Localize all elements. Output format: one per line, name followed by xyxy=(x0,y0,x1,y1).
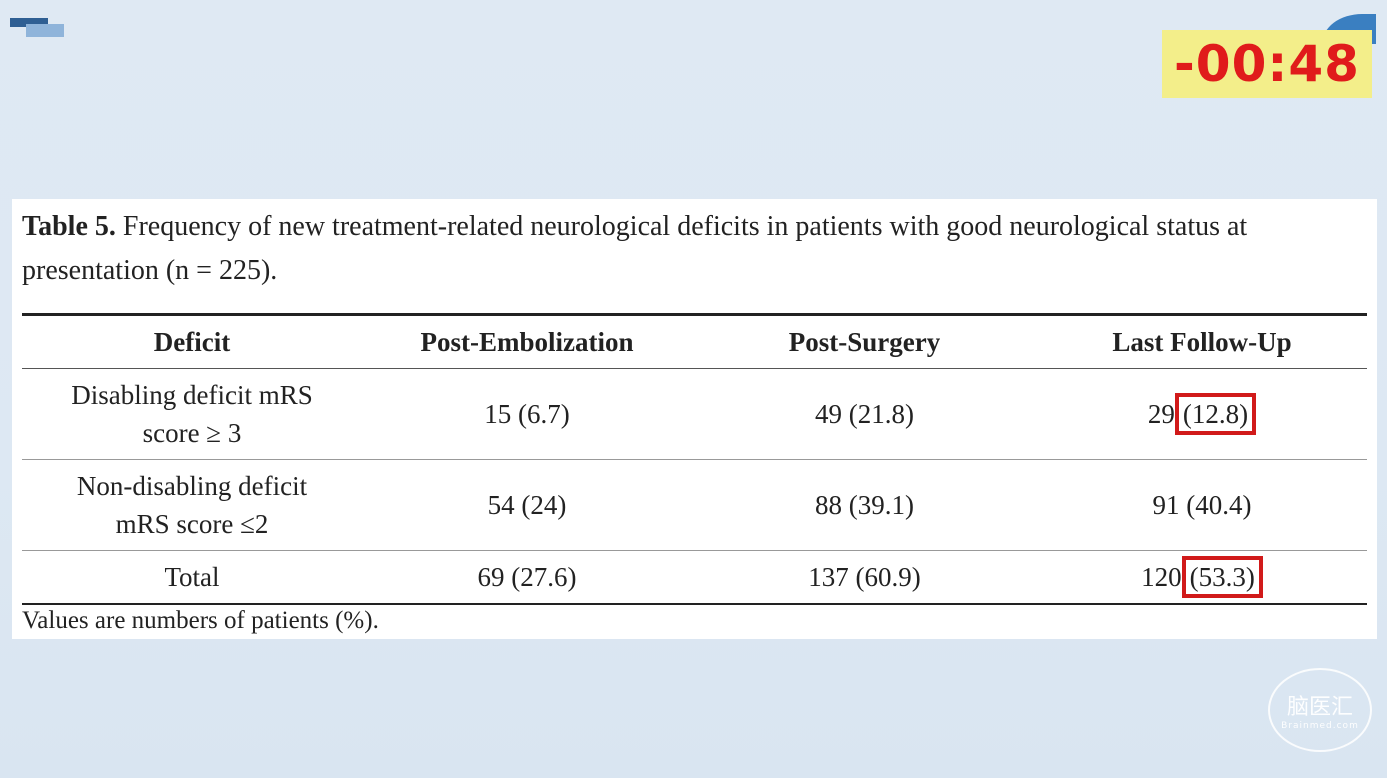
table-footnote: Values are numbers of patients (%). xyxy=(22,607,379,634)
deficit-line1: Disabling deficit mRS xyxy=(71,380,313,410)
cell-last-follow-up: 91 (40.4) xyxy=(1037,460,1367,551)
cell-last-follow-up: 120 (53.3) xyxy=(1037,551,1367,605)
logo-bar-light xyxy=(26,24,64,37)
watermark-subtext: Brainmed.com xyxy=(1281,721,1359,731)
table-row: Non-disabling deficit mRS score ≤2 54 (2… xyxy=(22,460,1367,551)
cell-post-embolization: 69 (27.6) xyxy=(477,562,577,592)
deficit-line1: Non-disabling deficit xyxy=(76,471,308,501)
last-pct: (40.4) xyxy=(1186,490,1252,520)
logo-bar-dark xyxy=(10,18,48,27)
cell-post-surgery: 88 (39.1) xyxy=(815,490,914,520)
cell-deficit: Disabling deficit mRS score ≥ 3 xyxy=(22,369,362,460)
cell-post-surgery: 137 (60.9) xyxy=(808,562,921,592)
cell-last-follow-up: 29 (12.8) xyxy=(1037,369,1367,460)
watermark-logo: 脑医汇 Brainmed.com xyxy=(1268,668,1372,752)
header-deficit: Deficit xyxy=(153,326,231,357)
cell-post-embolization: 15 (6.7) xyxy=(484,399,570,429)
deficit-line2: score ≥ 3 xyxy=(142,418,242,448)
header-post-surgery: Post-Surgery xyxy=(788,326,941,357)
last-count: 120 xyxy=(1141,562,1182,592)
highlight-box: (12.8) xyxy=(1174,393,1257,435)
deficit-table: Deficit Post-Embolization Post-Surgery L… xyxy=(22,313,1367,605)
last-count: 29 xyxy=(1147,399,1175,429)
caption-label: Table 5. xyxy=(22,211,116,242)
watermark-text: 脑医汇 xyxy=(1286,695,1353,720)
deficit-line2: mRS score ≤2 xyxy=(115,509,269,539)
caption-text: Frequency of new treatment-related neuro… xyxy=(22,211,1248,286)
table-header-row: Deficit Post-Embolization Post-Surgery L… xyxy=(22,314,1367,369)
table-row-total: Total 69 (27.6) 137 (60.9) 120 (53.3) xyxy=(22,551,1367,605)
highlight-box: (53.3) xyxy=(1181,556,1263,598)
cell-deficit: Non-disabling deficit mRS score ≤2 xyxy=(22,460,362,551)
cell-post-surgery: 49 (21.8) xyxy=(815,399,914,429)
slide-content: Table 5. Frequency of new treatment-rela… xyxy=(12,199,1377,639)
cell-post-embolization: 54 (24) xyxy=(487,490,567,520)
table-row: Disabling deficit mRS score ≥ 3 15 (6.7)… xyxy=(22,369,1367,460)
cell-deficit: Total xyxy=(164,562,220,592)
last-count: 91 xyxy=(1152,490,1180,520)
countdown-timer: -00:48 xyxy=(1162,30,1372,98)
header-post-embolization: Post-Embolization xyxy=(420,326,634,357)
header-last-follow-up: Last Follow-Up xyxy=(1112,326,1292,357)
table-caption: Table 5. Frequency of new treatment-rela… xyxy=(22,205,1372,293)
